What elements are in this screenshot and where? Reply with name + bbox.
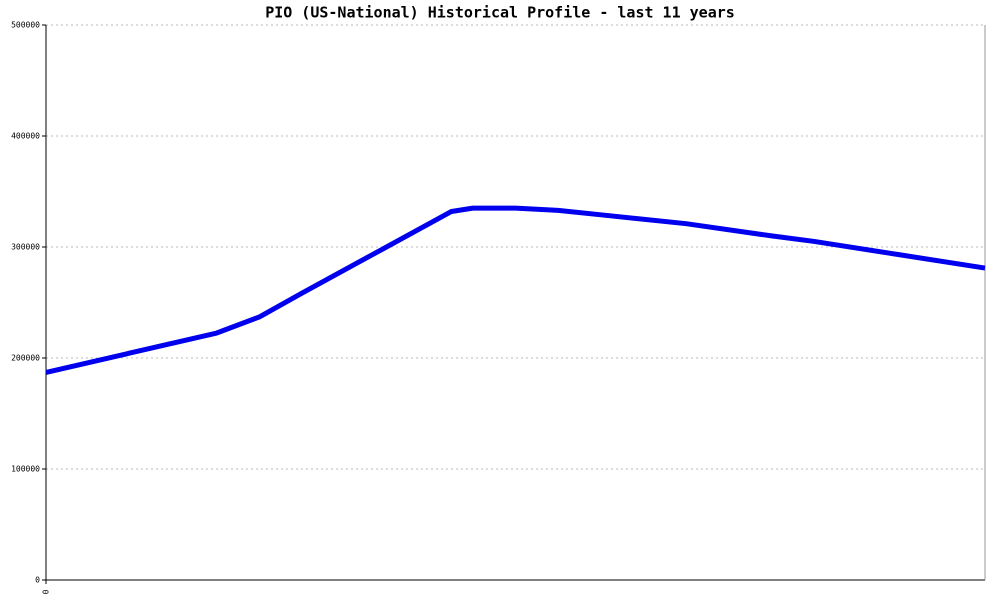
y-tick-label: 500000 (11, 21, 40, 30)
data-line (45, 205, 986, 375)
chart-title: PIO (US-National) Historical Profile - l… (265, 4, 735, 22)
y-tick-label: 300000 (11, 243, 40, 252)
y-tick-label: 200000 (11, 354, 40, 363)
x-tick-label: 0 (42, 589, 51, 594)
y-tick-label: 0 (35, 576, 40, 585)
y-tick-label: 400000 (11, 132, 40, 141)
y-tick-label: 100000 (11, 465, 40, 474)
